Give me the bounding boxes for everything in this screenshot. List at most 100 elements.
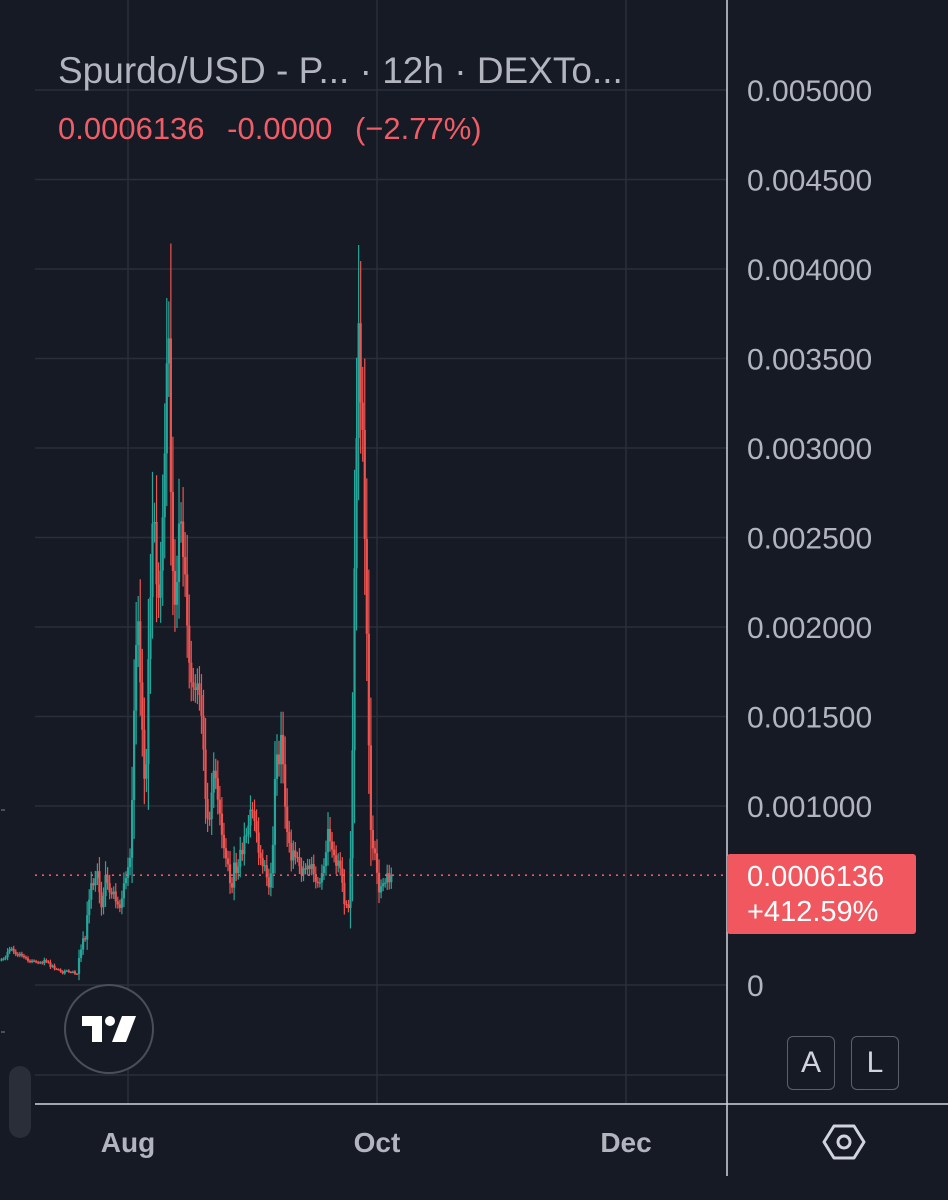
- candle-body: [73, 971, 77, 974]
- candle-body: [314, 874, 317, 882]
- candle-body: [363, 429, 366, 539]
- candle-body: [177, 523, 181, 583]
- y-tick-label: 0.002000: [747, 612, 872, 645]
- candle-body: [65, 970, 68, 972]
- settings-gear-icon[interactable]: [822, 1120, 866, 1164]
- candle-body: [316, 881, 319, 884]
- price-change-percent: (−2.77%): [354, 111, 482, 146]
- candle-body: [333, 849, 336, 856]
- candle-body: [226, 858, 230, 865]
- tradingview-logo[interactable]: [64, 984, 154, 1074]
- quote-line: 0.0006136 -0.0000 (−2.77%): [58, 111, 496, 147]
- candle-body: [282, 734, 285, 765]
- candle-body: [341, 868, 344, 883]
- candle-body: [169, 338, 172, 493]
- y-tick-label: 0.001500: [747, 702, 872, 735]
- symbol-title[interactable]: Spurdo/USD - P... · 12h · DEXTo...: [58, 50, 623, 91]
- candle-body: [261, 858, 264, 867]
- candle-body: [230, 883, 234, 888]
- candle-body: [245, 834, 248, 837]
- candle-body: [4, 957, 7, 959]
- candle-body: [194, 687, 197, 691]
- candle-body: [147, 659, 150, 765]
- auto-scale-button[interactable]: A: [787, 1036, 835, 1090]
- candle-body: [204, 749, 207, 800]
- candle-body: [55, 968, 58, 970]
- candle-body: [347, 904, 350, 909]
- candle-body: [233, 862, 236, 888]
- candle-body: [106, 875, 109, 883]
- candle-body: [371, 829, 375, 849]
- candle-body: [296, 857, 299, 859]
- candle-body: [110, 892, 113, 895]
- candle-body: [51, 965, 54, 967]
- candle-body: [163, 453, 166, 518]
- candle-body: [171, 492, 175, 571]
- price-change: -0.0000: [227, 111, 333, 146]
- x-tick-label: Dec: [600, 1127, 651, 1158]
- candle-body: [388, 873, 391, 883]
- candle-body: [26, 958, 30, 961]
- candle-body: [237, 866, 240, 873]
- candle-body: [228, 864, 232, 884]
- candle-body: [306, 865, 309, 870]
- candle-body: [367, 633, 370, 746]
- candle-body: [286, 806, 289, 832]
- candle-body: [277, 754, 281, 765]
- candle-body: [253, 811, 256, 822]
- scroll-handle[interactable]: [9, 1066, 31, 1138]
- candle-body: [151, 523, 154, 598]
- candle-body: [116, 901, 119, 905]
- candle-body: [153, 521, 156, 524]
- candle-body: [355, 438, 358, 569]
- candle-body: [30, 960, 34, 962]
- candle-body: [114, 891, 117, 902]
- candle-body: [128, 857, 132, 868]
- candle-body: [6, 951, 9, 958]
- candle-body: [292, 850, 295, 861]
- candle-body: [122, 883, 126, 899]
- candle-body: [294, 850, 297, 858]
- candle-body: [308, 865, 311, 870]
- candle-body: [49, 962, 52, 967]
- candle-body: [43, 960, 46, 964]
- candle-body: [298, 857, 301, 867]
- candle-body: [102, 896, 105, 908]
- candle-body: [382, 883, 385, 887]
- candle-body: [20, 953, 23, 956]
- candle-body: [267, 877, 270, 888]
- candle-body: [220, 813, 223, 835]
- candle-body: [357, 323, 360, 439]
- candle-body: [112, 891, 115, 895]
- candle-body: [96, 871, 99, 879]
- candle-body: [255, 821, 258, 833]
- candle-body: [365, 538, 368, 634]
- candle-body: [328, 828, 332, 842]
- candle-body: [186, 574, 189, 626]
- candle-body: [359, 323, 362, 403]
- candle-body: [349, 858, 352, 909]
- candle-body: [241, 849, 244, 855]
- y-tick-label: 0.001000: [747, 791, 872, 824]
- candle-body: [37, 962, 40, 964]
- y-tick-label: 0.003000: [747, 433, 872, 466]
- candle-body: [335, 855, 338, 866]
- y-tick-label: 0.005000: [747, 75, 872, 108]
- candle-body: [343, 882, 346, 904]
- candle-body: [155, 521, 158, 585]
- candle-body: [257, 832, 260, 853]
- candle-body: [133, 710, 136, 801]
- candle-body: [249, 809, 252, 826]
- candle-body: [384, 882, 387, 884]
- candle-body: [200, 695, 203, 716]
- candle-body: [41, 962, 44, 964]
- candle-body: [369, 745, 372, 830]
- candle-body: [214, 770, 217, 779]
- candle-body: [10, 948, 13, 950]
- candle-body: [57, 969, 60, 971]
- candle-body: [2, 958, 5, 960]
- candle-body: [88, 899, 91, 916]
- log-scale-button[interactable]: L: [851, 1036, 899, 1090]
- candle-body: [222, 834, 226, 849]
